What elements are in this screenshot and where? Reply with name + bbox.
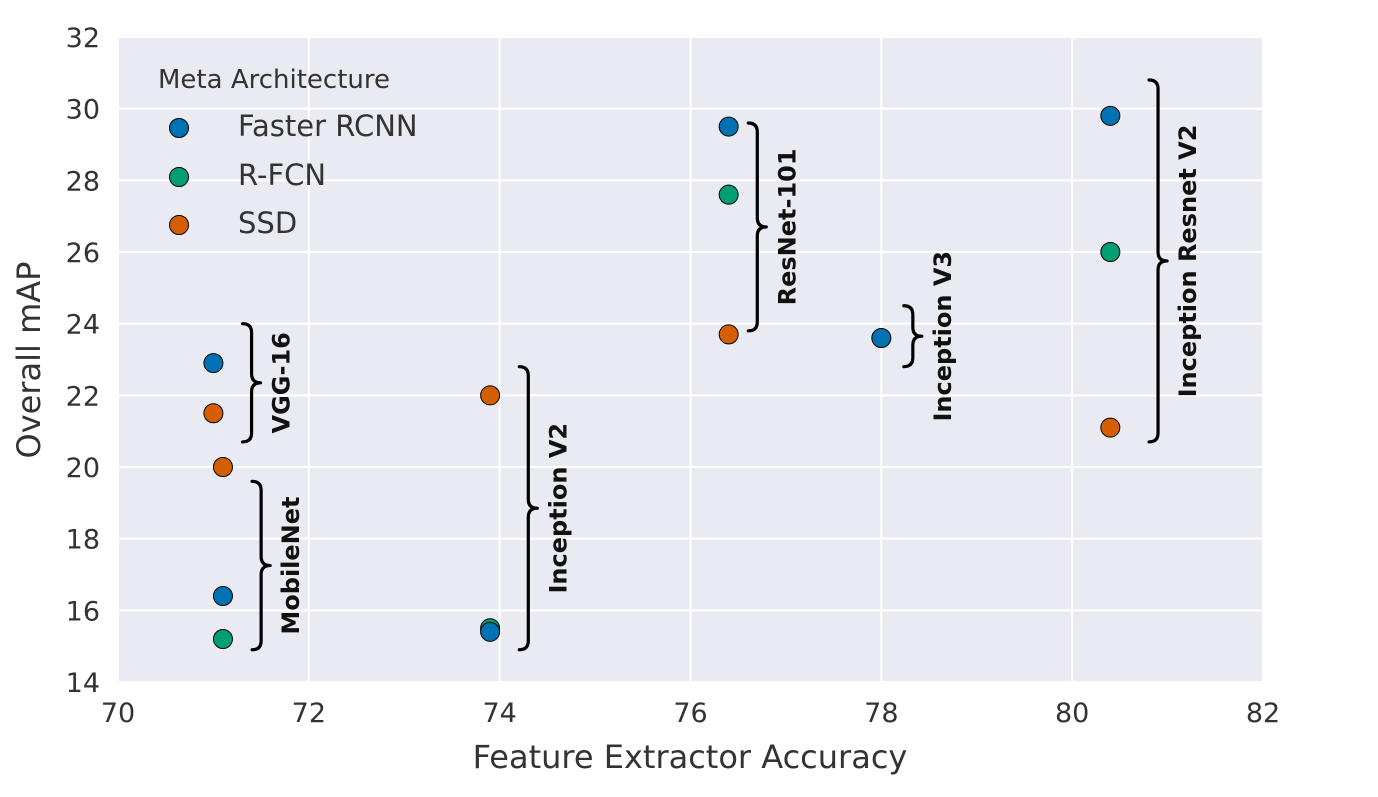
point-faster-rcnn [871, 328, 892, 348]
point-r-fcn [212, 629, 233, 649]
point-r-fcn [1100, 242, 1121, 262]
legend-label-ssd: SSD [238, 206, 297, 240]
y-axis-label: Overall mAP [10, 262, 48, 459]
x-axis-label: Feature Extractor Accuracy [473, 738, 908, 776]
data-points [203, 105, 1121, 649]
point-faster-rcnn [718, 116, 739, 137]
x-tick-label: 80 [1055, 698, 1089, 729]
group-label-inception-v2: Inception V2 [544, 423, 572, 594]
legend-title: Meta Architecture [158, 65, 390, 95]
legend-marker-faster-rcnn [169, 118, 189, 138]
point-ssd [203, 403, 224, 424]
y-tick-label: 18 [66, 525, 100, 556]
group-label-inception-resnet-v2: Inception Resnet V2 [1174, 125, 1202, 398]
x-tick-label: 82 [1246, 698, 1280, 729]
tick-labels: 70 72 74 76 78 80 82 14 16 18 20 22 24 26 28 30 32 [66, 23, 1281, 729]
y-tick-label: 26 [66, 238, 100, 269]
brace-inception-v2 [517, 365, 539, 652]
x-tick-label: 78 [864, 698, 898, 729]
y-tick-label: 30 [66, 95, 100, 126]
point-ssd [1100, 417, 1121, 438]
x-tick-label: 74 [482, 698, 516, 729]
y-tick-label: 20 [66, 453, 100, 484]
y-tick-label: 22 [66, 381, 100, 412]
x-tick-label: 72 [292, 698, 326, 729]
legend-label-r-fcn: R-FCN [238, 158, 326, 192]
group-label-resnet-101: ResNet-101 [773, 148, 801, 305]
point-ssd [480, 385, 501, 406]
legend: Meta Architecture Faster RCNN R-FCN SSD [158, 65, 418, 240]
y-tick-label: 16 [66, 596, 100, 627]
point-r-fcn [718, 184, 739, 205]
y-tick-label: 14 [66, 668, 100, 699]
point-faster-rcnn [212, 586, 233, 606]
point-faster-rcnn [203, 353, 224, 374]
legend-label-faster-rcnn: Faster RCNN [238, 109, 418, 143]
x-tick-label: 76 [673, 698, 707, 729]
grid-lines [117, 36, 1264, 683]
group-label-inception-v3: Inception V3 [929, 251, 957, 422]
brace-vgg-16 [240, 322, 263, 444]
y-tick-label: 24 [66, 310, 100, 341]
brace-mobilenet [250, 479, 272, 652]
point-ssd [718, 324, 739, 345]
y-tick-label: 32 [66, 23, 100, 54]
legend-marker-ssd [169, 215, 189, 235]
brace-resnet-101 [746, 121, 768, 333]
group-label-mobilenet: MobileNet [277, 496, 305, 634]
brace-inception-resnet-v2 [1147, 78, 1169, 444]
point-ssd [212, 457, 233, 477]
point-faster-rcnn [480, 621, 501, 642]
legend-marker-r-fcn [169, 167, 189, 187]
point-faster-rcnn [1100, 105, 1121, 126]
x-tick-label: 70 [101, 698, 135, 729]
y-tick-label: 28 [66, 166, 100, 197]
brace-inception-v3 [902, 304, 924, 369]
group-annotations: VGG-16 MobileNet Inception V2 ResNet-101 Inc… [240, 78, 1202, 652]
group-label-vgg-16: VGG-16 [268, 332, 296, 433]
